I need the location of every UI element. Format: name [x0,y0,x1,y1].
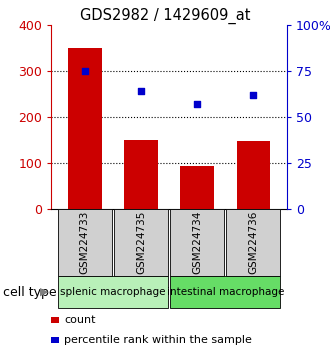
Text: cell type: cell type [3,286,57,298]
Bar [170,209,224,276]
Text: GSM224734: GSM224734 [192,211,202,274]
Bar [237,141,270,209]
Text: percentile rank within the sample: percentile rank within the sample [64,335,252,345]
Point [138,88,144,94]
Text: splenic macrophage: splenic macrophage [60,287,166,297]
Text: GSM224733: GSM224733 [80,211,90,274]
Bar [181,166,214,209]
Text: GSM224736: GSM224736 [248,211,258,274]
Text: count: count [64,315,96,325]
Text: ▶: ▶ [40,287,49,297]
Bar [58,276,168,308]
Bar [226,209,280,276]
Bar [114,209,168,276]
Point [82,68,87,74]
Text: GSM224735: GSM224735 [136,211,146,274]
Bar [68,48,102,209]
Text: GDS2982 / 1429609_at: GDS2982 / 1429609_at [80,7,250,24]
Text: intestinal macrophage: intestinal macrophage [167,287,284,297]
Point [251,92,256,98]
Point [195,101,200,107]
Bar [170,276,280,308]
Bar [58,209,112,276]
Bar [124,140,158,209]
